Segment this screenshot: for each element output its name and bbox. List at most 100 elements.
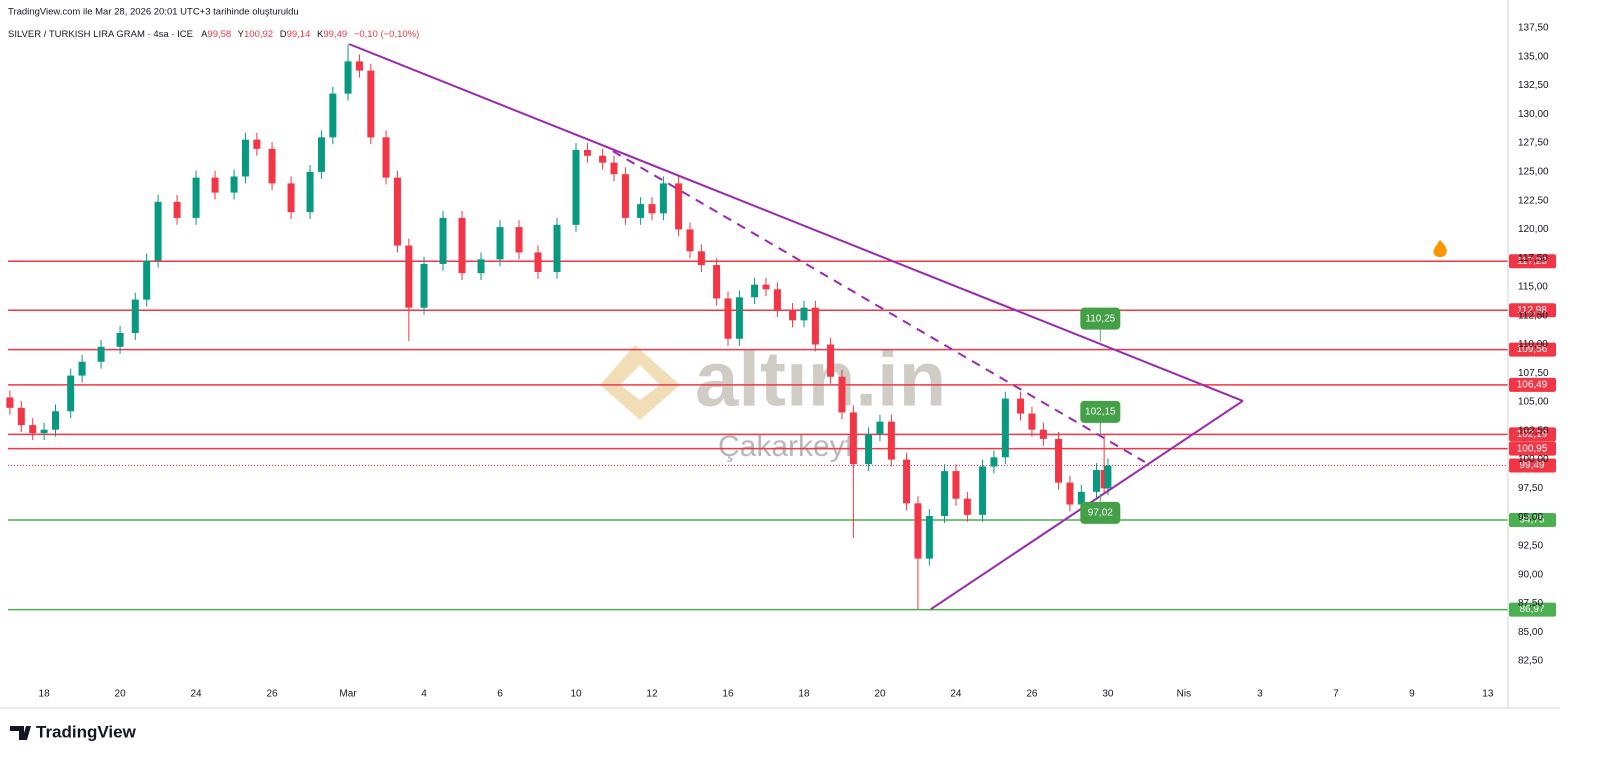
annotation-label: 97,02 xyxy=(1088,508,1113,519)
alert-icon xyxy=(1433,240,1447,257)
candle-body xyxy=(686,229,694,252)
level-box xyxy=(1509,441,1556,456)
candle-body xyxy=(143,260,151,300)
y-tick-label: 125,00 xyxy=(1518,167,1549,178)
level-label: 106,49 xyxy=(1517,380,1548,391)
candle-body xyxy=(1017,398,1025,414)
annotation-label: 110,25 xyxy=(1085,313,1115,324)
candle-body xyxy=(849,412,857,465)
level-box xyxy=(1509,342,1556,357)
y-tick-label: 135,00 xyxy=(1518,51,1549,62)
candle-body xyxy=(268,148,276,184)
candle-body xyxy=(306,171,314,213)
candle-body xyxy=(762,284,770,290)
y-tick-label: 110,00 xyxy=(1518,339,1548,350)
candle-body xyxy=(648,204,656,214)
candle-body xyxy=(724,298,732,339)
candle-body xyxy=(963,498,971,515)
candle-body xyxy=(979,466,987,515)
candle-body xyxy=(29,425,37,434)
candle-body xyxy=(6,397,14,408)
y-tick-label: 102,50 xyxy=(1518,425,1549,436)
ohlc-key: D xyxy=(280,29,287,40)
candle-body xyxy=(382,137,390,178)
level-label: 86,97 xyxy=(1519,604,1544,615)
x-tick-label: 18 xyxy=(798,689,810,700)
ohlc-key: K xyxy=(317,29,324,40)
x-tick-label: 3 xyxy=(1257,689,1263,700)
candle-body xyxy=(344,61,352,94)
x-tick-label: Mar xyxy=(339,689,357,700)
y-tick-label: 105,00 xyxy=(1518,397,1549,408)
y-tick-label: 112,50 xyxy=(1518,310,1548,321)
candle-body xyxy=(621,174,629,218)
x-tick-label: 30 xyxy=(1102,689,1114,700)
y-tick-label: 97,50 xyxy=(1518,483,1543,494)
y-tick-label: 137,50 xyxy=(1518,23,1549,34)
candle-body xyxy=(735,297,743,339)
candle-body xyxy=(131,299,139,334)
candle-body xyxy=(838,376,846,413)
trendline xyxy=(612,150,1146,463)
x-tick-label: 10 xyxy=(570,689,582,700)
levels: 117,23 112,98 109,56 106,49 102,19 100,95 94,7… xyxy=(8,254,1556,617)
candle-body xyxy=(599,155,607,163)
annotation-box xyxy=(1080,400,1121,423)
candle-body xyxy=(420,263,428,308)
x-tick-label: 24 xyxy=(950,689,962,700)
y-tick-label: 90,00 xyxy=(1518,569,1543,580)
ohlc-value: 100,92 xyxy=(244,29,273,40)
candles xyxy=(6,44,1112,610)
candle-body xyxy=(1028,413,1036,430)
x-tick-label: Nis xyxy=(1177,689,1191,700)
candle-body xyxy=(1104,465,1112,489)
x-tick-label: 12 xyxy=(646,689,658,700)
ohlc-value: 99,58 xyxy=(207,29,231,40)
candle-body xyxy=(914,503,922,559)
brand-logo xyxy=(10,726,31,740)
candle-body xyxy=(17,407,25,426)
candle-body xyxy=(553,224,561,273)
candle-body xyxy=(287,183,295,213)
candle-body xyxy=(865,434,873,465)
candle-body xyxy=(713,265,721,299)
candle-body xyxy=(439,217,447,264)
candle-body xyxy=(40,429,48,434)
x-tick-label: 7 xyxy=(1333,689,1339,700)
candle-body xyxy=(116,333,124,347)
y-tick-label: 95,00 xyxy=(1518,512,1543,523)
x-tick-label: 9 xyxy=(1409,689,1415,700)
candle-body xyxy=(515,227,523,253)
candle-body xyxy=(572,150,580,225)
level-label: 117,23 xyxy=(1517,256,1547,267)
candle-body xyxy=(97,346,105,362)
candle-body xyxy=(925,516,933,559)
watermark-logo xyxy=(600,345,680,420)
y-tick-label: 100,00 xyxy=(1518,454,1549,465)
x-tick-label: 24 xyxy=(191,689,203,700)
x-tick-label: 13 xyxy=(1482,689,1494,700)
candle-body xyxy=(887,421,895,460)
candle-body xyxy=(367,70,375,138)
candle-body xyxy=(990,457,998,467)
level-label: 112,98 xyxy=(1517,305,1547,316)
candle-body xyxy=(773,289,781,310)
x-tick-label: 4 xyxy=(421,689,427,700)
candle-body xyxy=(941,471,949,517)
candle-body xyxy=(253,139,261,149)
candle-body xyxy=(1077,491,1085,505)
x-tick-label: 26 xyxy=(1026,689,1038,700)
y-tick-label: 87,50 xyxy=(1518,598,1543,609)
candle-body xyxy=(355,61,363,71)
y-tick-label: 117,50 xyxy=(1518,253,1548,264)
candle-body xyxy=(1100,469,1108,489)
x-tick-label: 18 xyxy=(39,689,51,700)
y-tick-label: 120,00 xyxy=(1518,224,1549,235)
x-tick-label: 20 xyxy=(115,689,127,700)
y-tick-label: 82,50 xyxy=(1518,656,1543,667)
candle-body xyxy=(827,344,835,377)
y-tick-label: 115,00 xyxy=(1518,282,1548,293)
candle-body xyxy=(458,217,466,274)
level-box xyxy=(1509,513,1556,528)
